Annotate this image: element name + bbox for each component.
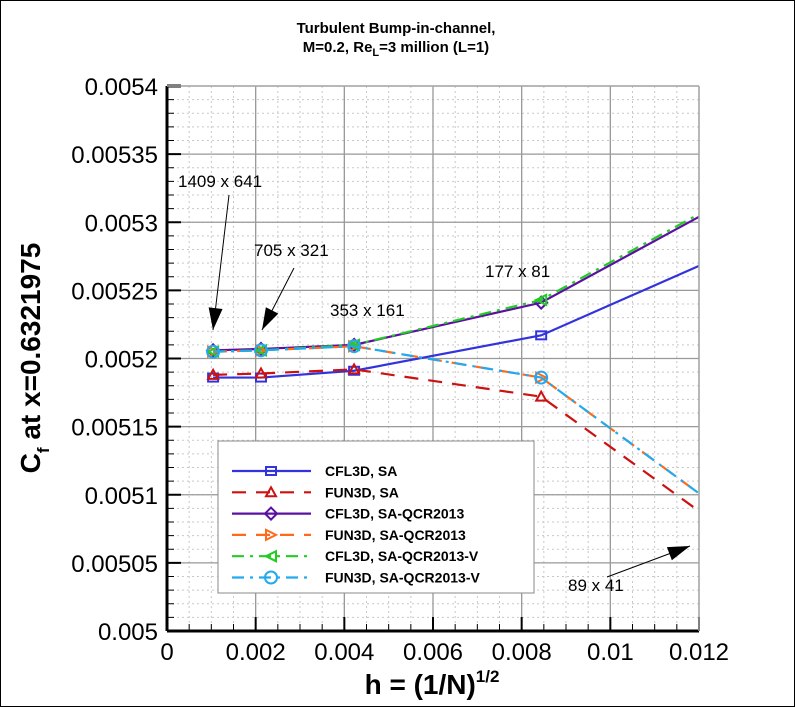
legend-label: FUN3D, SA-QCR2013 (325, 527, 466, 543)
legend-entry: FUN3D, SA (232, 484, 399, 500)
y-tick-label: 0.00515 (71, 415, 158, 442)
legend-entry: CFL3D, SA-QCR2013-V (232, 548, 479, 564)
annotation-label: 89 x 41 (568, 576, 624, 595)
annotations: 1409 x 641 705 x 321 353 x 161 177 x 81 89 x… (178, 172, 691, 595)
series-cfl3d-sa-qcr2013 (205, 215, 700, 358)
triangle-up-marker-icon (347, 362, 361, 375)
circle-marker-icon (264, 570, 278, 585)
x-tick-label: 0.002 (226, 639, 286, 666)
series-line (213, 264, 700, 379)
legend-label: CFL3D, SA-QCR2013 (325, 506, 464, 522)
axes: 0 0.002 0.004 0.006 0.008 0.01 0.012 0.005 0.005… (71, 74, 729, 666)
circle-marker-icon (347, 339, 362, 354)
y-tick-label: 0.00505 (71, 551, 158, 578)
legend-entry: FUN3D, SA-QCR2013-V (232, 570, 480, 586)
annotation-label: 353 x 161 (330, 301, 405, 320)
square-marker-icon (535, 330, 548, 341)
arrowhead-icon (208, 307, 223, 330)
triangle-up-marker-icon (206, 367, 220, 380)
series-cfl3d-sa (207, 264, 700, 383)
x-tick-label: 0.008 (492, 639, 552, 666)
x-axis-label: h = (1/N)1/2 (365, 667, 500, 700)
arrowhead-icon (262, 307, 279, 330)
legend-label: CFL3D, SA-QCR2013-V (325, 548, 479, 564)
triangle-left-marker-icon (263, 549, 277, 563)
legend-label: FUN3D, SA-QCR2013-V (325, 570, 480, 586)
y-tick-label: 0.00535 (71, 142, 158, 169)
series-fun3d-sa-qcr2013-v (206, 339, 700, 495)
legend-label: FUN3D, SA (325, 484, 399, 500)
x-tick-label: 0.012 (669, 639, 729, 666)
circle-marker-icon (253, 343, 268, 358)
circle-marker-icon (206, 344, 221, 359)
legend-entry: CFL3D, SA-QCR2013 (232, 506, 464, 522)
triangle-up-marker-icon (534, 389, 548, 402)
y-tick-label: 0.0052 (85, 347, 158, 374)
y-axis-label: Cf at x=0.6321975 (15, 243, 53, 474)
circle-marker-icon (534, 370, 549, 385)
square-marker-icon (265, 466, 277, 476)
x-tick-label: 0.01 (587, 639, 634, 666)
x-tick-label: 0 (160, 639, 173, 666)
legend-entry: FUN3D, SA-QCR2013 (232, 527, 466, 543)
annotation-label: 1409 x 641 (178, 172, 262, 191)
legend-entry: CFL3D, SA (232, 463, 397, 479)
annotation-label: 705 x 321 (254, 241, 329, 260)
y-tick-label: 0.00525 (71, 278, 158, 305)
x-tick-label: 0.006 (403, 639, 463, 666)
series-fun3d-sa (206, 362, 700, 512)
legend-label: CFL3D, SA (325, 463, 397, 479)
y-tick-label: 0.0054 (85, 74, 158, 101)
y-tick-label: 0.0051 (85, 483, 158, 510)
legend: CFL3D, SA FUN3D, SA CFL3D, SA-QCR2013 FUN3D… (217, 440, 535, 594)
chart-title: Turbulent Bump-in-channel, (297, 20, 496, 37)
annotation-label: 177 x 81 (485, 262, 550, 281)
triangle-left-marker-icon (533, 293, 548, 307)
series-line (213, 345, 700, 495)
triangle-right-marker-icon (265, 528, 279, 542)
diamond-marker-icon (263, 506, 279, 522)
annotation-arrow (212, 194, 230, 331)
arrowhead-icon (666, 546, 690, 561)
chart-subtitle: M=0.2, ReL=3 million (L=1) (303, 39, 489, 59)
series-layer (205, 213, 700, 512)
triangle-up-marker-icon (264, 485, 278, 498)
series-line (213, 368, 700, 512)
x-tick-label: 0.004 (314, 639, 374, 666)
triangle-up-marker-icon (254, 366, 268, 379)
y-tick-label: 0.0053 (85, 210, 158, 237)
y-tick-label: 0.005 (98, 619, 158, 646)
